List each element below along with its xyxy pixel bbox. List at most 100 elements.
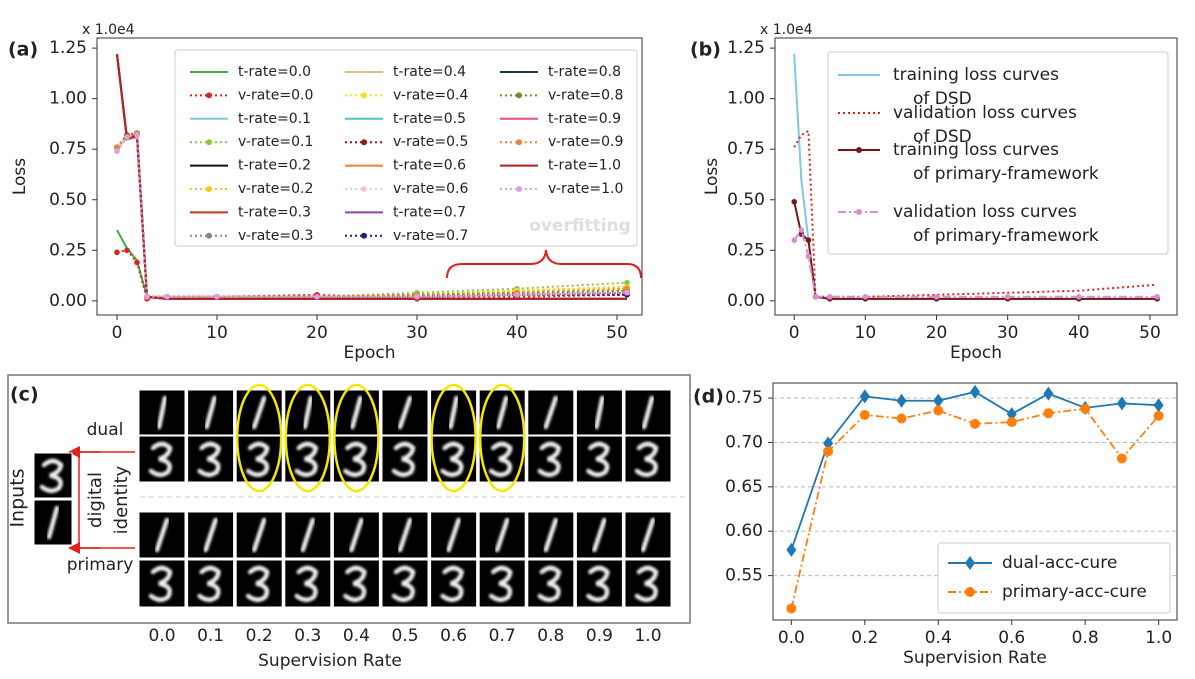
legend-label: training loss curves of primary-framewor…	[893, 140, 1099, 184]
digit-stroke	[300, 517, 316, 553]
x-tick-label: 0.5	[391, 626, 418, 646]
x-tick-label: 0.2	[851, 628, 878, 648]
legend-line: validation loss curves	[893, 103, 1082, 123]
marker	[1116, 396, 1127, 411]
legend-label: dual-acc-cure	[1002, 553, 1117, 573]
marker	[514, 291, 520, 298]
x-tick-label: 1.0	[634, 626, 661, 646]
marker	[134, 132, 140, 138]
offset-text: x 1.0e4	[82, 22, 135, 38]
panel-c-frame	[7, 374, 691, 624]
legend-label: t-rate=1.0	[548, 158, 621, 174]
y-axis-label: Loss	[10, 158, 30, 195]
marker	[805, 237, 812, 243]
digit-stroke	[543, 517, 559, 553]
marker	[144, 294, 150, 300]
identity-label: identity	[111, 465, 132, 534]
marker	[624, 285, 630, 292]
digit-stroke	[343, 441, 367, 477]
marker	[361, 232, 367, 239]
marker	[134, 259, 140, 266]
marker	[856, 209, 862, 215]
marker	[1043, 386, 1054, 401]
x-tick-label: 0.2	[246, 626, 273, 646]
marker	[786, 542, 797, 557]
x-tick-label: 0.8	[537, 626, 564, 646]
digit-stroke	[156, 395, 168, 430]
marker	[805, 253, 812, 260]
digit-image	[624, 511, 672, 559]
y-tick-label: 0.75	[727, 139, 765, 159]
digit-stroke	[634, 441, 659, 477]
digit-stroke	[397, 517, 413, 553]
legend-label: v-rate=0.8	[548, 87, 623, 103]
row-label: dual	[87, 420, 124, 440]
x-tick-label: 50	[606, 323, 628, 343]
legend-frame	[827, 51, 1169, 255]
legend-label: t-rate=0.7	[393, 204, 466, 220]
marker	[856, 147, 862, 153]
marker	[114, 148, 120, 155]
series-line	[116, 54, 627, 300]
digit-stroke	[391, 565, 416, 602]
marker	[896, 413, 907, 424]
marker	[1006, 407, 1017, 422]
digit-stroke	[640, 517, 656, 553]
x-tick-label: 0.0	[778, 628, 805, 648]
marker	[823, 436, 834, 451]
marker	[206, 232, 212, 239]
marker	[1004, 294, 1011, 300]
digit-stroke	[302, 395, 314, 430]
marker	[1006, 417, 1017, 428]
digit-stroke	[203, 517, 218, 553]
x-axis-label: Supervision Rate	[903, 648, 1047, 668]
legend: t-rate=0.0 v-rate=0.0 t-rate=0.1 v-rate=0.1…	[174, 49, 638, 247]
y-axis-label: Loss	[702, 158, 722, 195]
digit-stroke	[594, 395, 605, 430]
digit-stroke	[197, 441, 221, 477]
legend-label: t-rate=0.0	[238, 64, 311, 80]
highlight	[284, 383, 332, 493]
digit-stroke	[148, 441, 173, 477]
marker	[164, 294, 170, 300]
legend-label: v-rate=0.7	[393, 228, 468, 244]
digit-stroke	[440, 565, 464, 602]
highlight	[430, 383, 477, 493]
marker	[786, 603, 797, 614]
marker	[1153, 410, 1164, 421]
marker	[214, 294, 220, 300]
digit-stroke	[391, 441, 416, 477]
legend-line: of DSD	[913, 127, 972, 147]
marker	[965, 556, 975, 570]
marker	[859, 409, 870, 420]
legend-line: of primary-framework	[913, 164, 1099, 184]
offset-text: x 1.0e4	[760, 22, 813, 38]
legend-label: v-rate=0.5	[393, 134, 468, 150]
legend-label: v-rate=0.0	[238, 87, 313, 103]
marker	[124, 247, 130, 254]
legend-label: t-rate=0.3	[238, 204, 311, 220]
digit-stroke	[245, 565, 270, 602]
digit-stroke	[495, 395, 509, 430]
marker	[791, 198, 798, 205]
digit-stroke	[245, 441, 270, 477]
marker	[206, 92, 212, 99]
panel-label: (c)	[10, 384, 39, 406]
digit-stroke	[294, 565, 319, 602]
digit-stroke	[197, 565, 221, 602]
series-line	[793, 227, 1158, 298]
panel-label: (a)	[8, 39, 38, 61]
digit-stroke	[592, 517, 607, 553]
x-tick-label: 10	[855, 323, 877, 343]
x-tick-label: 0.3	[294, 626, 321, 646]
y-tick-label: 0.75	[725, 388, 763, 408]
legend-line: of DSD	[913, 89, 972, 109]
marker	[1116, 453, 1127, 464]
x-tick-label: 1.0	[1145, 628, 1172, 648]
x-tick-label: 30	[997, 323, 1019, 343]
legend-label: t-rate=0.1	[238, 111, 311, 127]
digit-stroke	[349, 517, 364, 553]
x-tick-label: 40	[1068, 323, 1090, 343]
plot-frame	[772, 382, 1178, 621]
